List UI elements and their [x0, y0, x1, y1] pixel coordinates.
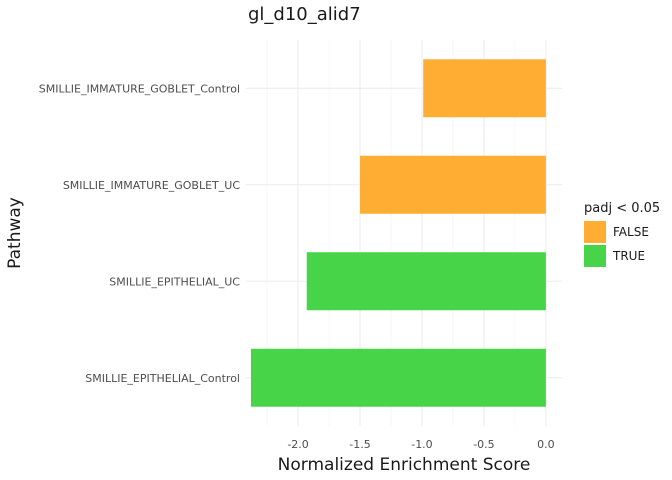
legend: padj < 0.05 FALSE TRUE [584, 201, 660, 267]
legend-label: FALSE [613, 225, 649, 239]
bar [306, 252, 546, 311]
bars [250, 59, 546, 407]
plot-panel [246, 40, 562, 426]
y-tick-label: SMILLIE_IMMATURE_GOBLET_UC [63, 179, 241, 192]
legend-label: TRUE [612, 249, 645, 263]
x-tick-label: -0.5 [473, 438, 494, 451]
legend-title: padj < 0.05 [584, 201, 660, 216]
x-tick-label: -1.0 [411, 438, 432, 451]
y-tick-label: SMILLIE_EPITHELIAL_Control [85, 372, 240, 385]
x-axis-title: Normalized Enrichment Score [278, 455, 531, 475]
bar [360, 155, 546, 214]
x-tick-label: 0.0 [537, 438, 555, 451]
bar [250, 348, 546, 407]
bar [423, 59, 546, 118]
legend-swatch [584, 221, 606, 243]
y-tick-label: SMILLIE_EPITHELIAL_UC [109, 275, 240, 288]
y-tick-label: SMILLIE_IMMATURE_GOBLET_Control [39, 82, 240, 95]
x-tick-label: -2.0 [287, 438, 308, 451]
legend-swatch [584, 245, 606, 267]
chart-title: gl_d10_alid7 [248, 4, 361, 25]
y-axis-tick-labels: SMILLIE_IMMATURE_GOBLET_Control SMILLIE_I… [39, 82, 241, 385]
y-axis-title: Pathway [5, 197, 25, 269]
x-tick-label: -1.5 [349, 438, 370, 451]
x-axis-tick-labels: -2.0 -1.5 -1.0 -0.5 0.0 [287, 438, 554, 451]
